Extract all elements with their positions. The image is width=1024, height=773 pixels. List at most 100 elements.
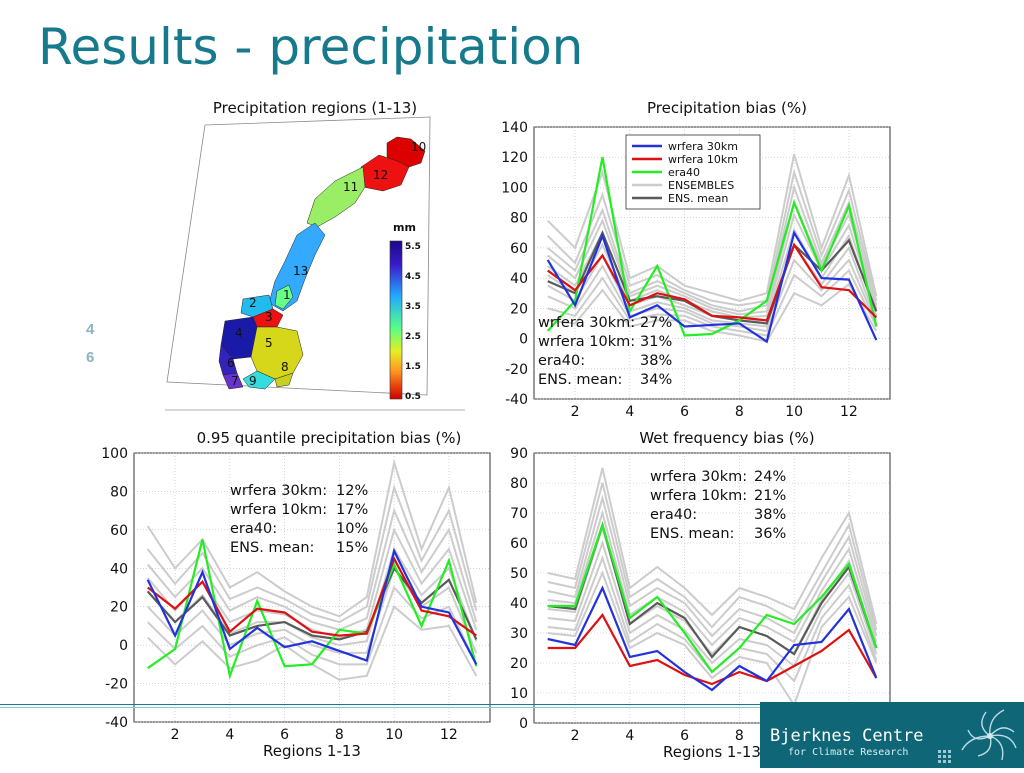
y-tick-label: 40: [510, 271, 528, 287]
y-tick-label: 140: [501, 120, 528, 136]
x-tick-label: 8: [735, 728, 744, 744]
x-tick-label: 6: [280, 727, 289, 743]
series-line-ens-mean: [146, 566, 478, 641]
region-8: [274, 372, 294, 388]
x-tick-label: 12: [440, 727, 458, 743]
x-tick-label: 10: [385, 727, 403, 743]
ensemble-line: [547, 539, 878, 668]
y-tick-label: 100: [501, 180, 528, 196]
colorbar-tick: 3.5: [405, 302, 421, 312]
y-tick-label: 30: [510, 626, 528, 642]
y-tick-label: 100: [101, 446, 128, 462]
colorbar: [389, 240, 403, 400]
chart-title: 0.95 quantile precipitation bias (%): [196, 429, 462, 447]
region-12: [360, 154, 410, 192]
region-label: 11: [343, 180, 358, 194]
region-label: 2: [249, 296, 257, 310]
annotation-label: era40:: [230, 521, 277, 537]
y-tick-label: 0: [519, 332, 528, 348]
x-tick-label: 2: [571, 404, 580, 420]
y-tick-label: 0: [119, 638, 128, 654]
colorbar-tick: 4.5: [405, 272, 421, 282]
swirl-icon: [938, 709, 1017, 763]
ensemble-line: [146, 507, 478, 631]
annotation-label: era40:: [538, 353, 585, 369]
series-line-wrfera-10km: [547, 242, 878, 322]
ensemble-line: [547, 570, 878, 708]
series-line-wrfera-10km: [547, 613, 878, 686]
annotation-label: wrfera 10km:: [538, 334, 635, 350]
region-label: 12: [373, 168, 388, 182]
chart-plot: 010203040506070809024681012Regions 1-13w…: [510, 446, 891, 761]
annotation-value: 17%: [336, 502, 368, 518]
y-tick-label: 60: [510, 536, 528, 552]
logo-name: Bjerknes Centre: [770, 726, 924, 746]
x-tick-label: 10: [785, 404, 803, 420]
y-tick-label: 40: [510, 596, 528, 612]
y-tick-label: -20: [105, 677, 128, 693]
x-tick-label: 6: [680, 404, 689, 420]
ensemble-line: [547, 482, 878, 631]
ensemble-line: [547, 258, 878, 333]
region-label: 10: [411, 140, 426, 154]
annotation-value: 38%: [754, 507, 786, 523]
chart-title: Precipitation bias (%): [647, 99, 807, 117]
region-1: [274, 284, 294, 310]
chart-title: Wet frequency bias (%): [639, 429, 815, 447]
ensemble-line: [547, 282, 878, 343]
colorbar-tick: 1.5: [405, 362, 421, 372]
annotation-value: 24%: [754, 469, 786, 485]
y-tick-label: -40: [505, 392, 528, 408]
annotation-label: ENS. mean:: [650, 526, 734, 542]
region-label: 7: [231, 374, 239, 388]
ensemble-line: [547, 199, 878, 316]
ensemble-line: [546, 168, 878, 307]
region-label: 13: [293, 264, 308, 278]
series-line-era40: [546, 157, 878, 337]
region-7: [222, 372, 244, 390]
legend-label: wrfera 10km: [668, 153, 738, 166]
chart-plot: -40 -20 0 20 40 60 80 100 2 4 6 8 10 12 Regions 1-13 wr…: [101, 446, 491, 760]
y-tick-label: 10: [510, 686, 528, 702]
series-line-wrfera-10km: [147, 555, 477, 637]
ensemble-line: [146, 484, 478, 624]
x-tick-label: 4: [625, 404, 634, 420]
colorbar-tick: 0.5: [405, 392, 421, 402]
wet-frequency-bias-chart: Wet frequency bias (%) 0 10 20 30 40 50 60 70 80…: [492, 425, 902, 768]
precipitation-bias-chart: Precipitation bias (%) -40 -20 0 20 40 60 80 10…: [492, 95, 902, 425]
x-tick-label: 2: [571, 728, 580, 744]
footer-line: [0, 704, 1024, 705]
side-number: 6: [86, 349, 95, 366]
annotation-value: 38%: [640, 353, 672, 369]
y-tick-label: -40: [105, 715, 128, 731]
side-numbers: 4 6: [86, 316, 94, 372]
y-tick-label: 60: [110, 523, 128, 539]
series-line-era40: [547, 521, 878, 674]
annotation-value: 34%: [640, 372, 672, 388]
region-label: 5: [265, 336, 273, 350]
colorbar-tick: 2.5: [405, 332, 421, 342]
ensemble-line: [547, 268, 878, 337]
region-label: 9: [249, 374, 257, 388]
region-label: 4: [235, 326, 243, 340]
y-tick-label: -20: [505, 362, 528, 378]
annotation-value: 21%: [754, 488, 786, 504]
legend-label: era40: [668, 166, 700, 179]
y-tick-label: 20: [510, 656, 528, 672]
annotation-value: 12%: [336, 483, 368, 499]
legend-label: ENSEMBLES: [668, 179, 734, 192]
region-map-panel: Precipitation regions (1-13) 1 2 3 4 5 6 7 8 9 10…: [165, 95, 465, 415]
annotation-label: era40:: [650, 507, 697, 523]
y-tick-label: 50: [510, 566, 528, 582]
region-11: [306, 166, 366, 228]
series-line-wrfera-30km: [547, 585, 878, 692]
slide-title: Results - precipitation: [38, 18, 584, 76]
y-tick-label: 80: [510, 476, 528, 492]
annotation-value: 10%: [336, 521, 368, 537]
map-title: Precipitation regions (1-13): [212, 99, 418, 117]
annotation-label: wrfera 30km:: [230, 483, 327, 499]
logo-subtitle: for Climate Research: [788, 747, 909, 758]
ensemble-line: [547, 183, 878, 313]
ensemble-line: [146, 546, 478, 647]
